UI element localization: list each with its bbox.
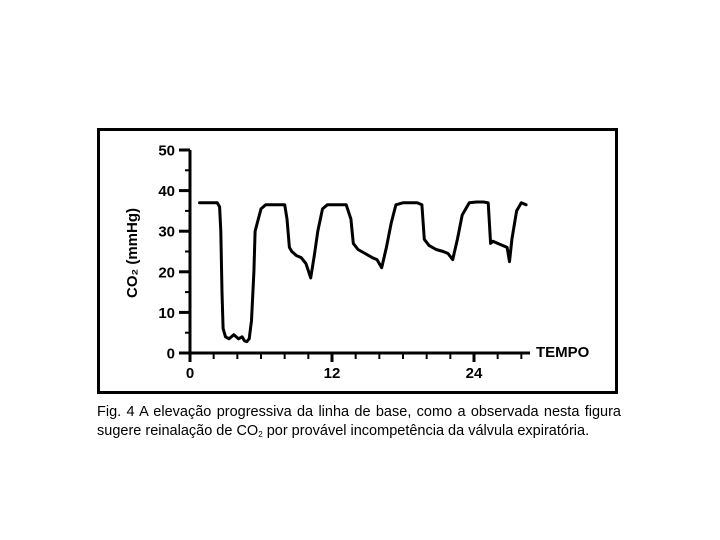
caption-subscript: 2 [258,430,263,439]
caption-text: Fig. 4 A elevação progressiva da linha d… [97,404,621,439]
y-tick-label: 10 [158,305,175,322]
x-tick-label: 24 [466,365,483,382]
y-tick-label: 40 [158,183,175,200]
co2-chart: 0 10 20 30 40 50 0 12 24 CO₂ (mmHg) TEMPO [124,143,590,383]
co2-series-line [198,200,528,344]
y-tick-label: 0 [167,346,175,363]
y-tick-label: 20 [158,264,175,281]
caption-text-end: por provável incompetência da válvula ex… [262,423,590,439]
y-axis-title: CO₂ (mmHg) [124,208,141,298]
ticks [179,148,523,362]
series-group [198,200,528,344]
x-axis-title: TEMPO [536,344,590,361]
y-tick-label: 50 [158,143,175,160]
figure-frame: 0 10 20 30 40 50 0 12 24 CO₂ (mmHg) TEMPO [97,128,618,394]
tick-labels: 0 10 20 30 40 50 0 12 24 [158,143,483,383]
y-tick-label: 30 [158,224,175,241]
x-tick-label: 0 [186,365,194,382]
figure-caption: Fig. 4 A elevação progressiva da linha d… [97,403,621,444]
x-tick-label: 12 [324,365,341,382]
